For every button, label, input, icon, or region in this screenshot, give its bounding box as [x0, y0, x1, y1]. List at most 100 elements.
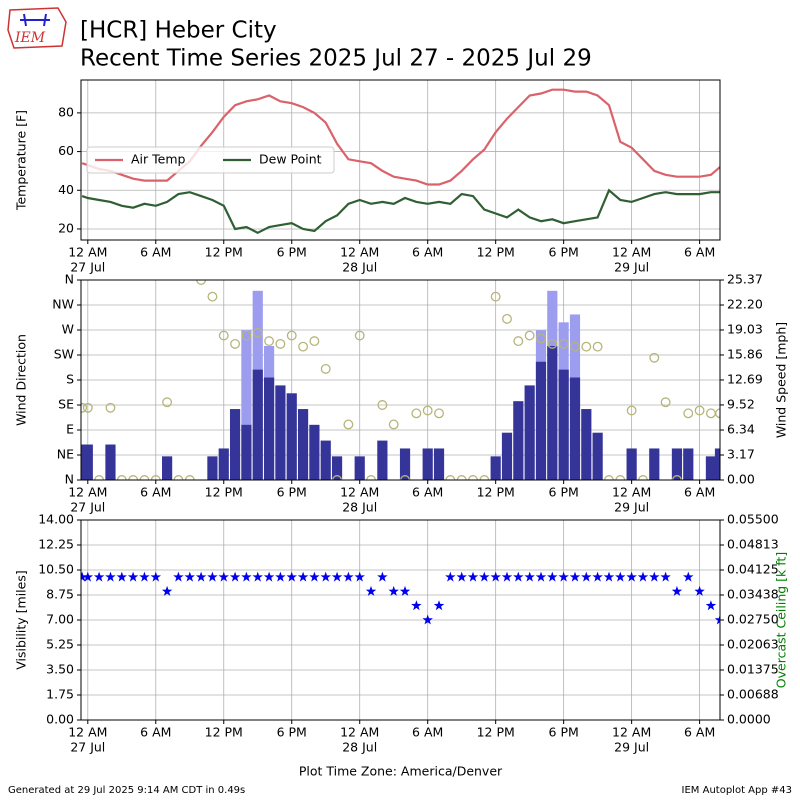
x-tick-label: 12 AM: [612, 245, 651, 260]
bar: [286, 393, 297, 480]
point: [683, 408, 694, 419]
bar: [513, 401, 524, 480]
point: [332, 475, 343, 480]
point: [513, 571, 524, 582]
x-tick-label: 12 AM: [68, 725, 107, 740]
bar: [547, 345, 558, 480]
x-tick-label: 12 AM: [68, 485, 107, 500]
point: [184, 571, 195, 582]
point: [671, 585, 683, 596]
y-tick-label: SE: [58, 397, 74, 412]
bar: [524, 385, 535, 480]
x-tick-label: 6 AM: [412, 245, 443, 260]
y-axis-label: Visibility [miles]: [14, 570, 29, 669]
bar: [377, 440, 388, 480]
y2-tick-label: 0.04125: [727, 562, 779, 577]
bar: [592, 432, 603, 480]
point: [536, 333, 546, 344]
point: [558, 338, 569, 349]
bar: [241, 330, 252, 480]
point: [637, 571, 649, 582]
x-tick-date: 29 Jul: [614, 500, 649, 515]
x-tick-label: 6 PM: [277, 485, 307, 500]
y-axis-label: Wind Direction: [14, 334, 29, 426]
bar: [581, 409, 592, 480]
point: [309, 336, 320, 347]
point: [603, 571, 615, 582]
bar: [207, 456, 218, 480]
point: [581, 341, 592, 352]
point: [581, 571, 592, 582]
point: [615, 475, 626, 480]
x-tick-label: 12 PM: [205, 485, 243, 500]
point: [547, 338, 558, 349]
point: [411, 600, 422, 611]
bar: [252, 369, 263, 480]
point: [207, 571, 218, 582]
y2-tick-label: 12.69: [727, 371, 763, 386]
point: [649, 352, 660, 363]
point: [570, 341, 580, 352]
point: [377, 571, 388, 582]
y-tick-label: 3.50: [46, 662, 74, 677]
point: [671, 475, 682, 480]
x-tick-label: 12 AM: [340, 485, 379, 500]
bar: [218, 448, 229, 480]
point: [683, 571, 694, 582]
point: [513, 336, 524, 347]
y-tick-label: 80: [58, 104, 74, 119]
bar: [569, 377, 581, 480]
y2-tick-label: 0.0000: [727, 712, 771, 727]
point: [354, 330, 365, 341]
bar: [399, 448, 411, 480]
y2-tick-label: 6.34: [727, 422, 755, 437]
x-tick-label: 6 PM: [549, 485, 579, 500]
x-tick-label: 6 AM: [684, 485, 715, 500]
frame: [80, 519, 721, 721]
bar: [422, 448, 433, 480]
x-tick-date: 29 Jul: [614, 260, 649, 275]
bar: [705, 456, 717, 480]
point: [365, 585, 377, 596]
point: [445, 571, 456, 582]
point: [320, 571, 331, 582]
point: [116, 571, 127, 582]
point: [105, 402, 116, 413]
x-tick-label: 6 AM: [140, 485, 171, 500]
point: [524, 571, 535, 582]
point: [388, 419, 399, 430]
point: [94, 475, 105, 480]
point: [343, 571, 354, 582]
bar: [683, 448, 694, 480]
y-tick-label: 8.75: [46, 587, 74, 602]
y-tick-label: SW: [54, 347, 74, 362]
y2-tick-label: 0.01375: [727, 662, 779, 677]
point: [535, 571, 547, 582]
y2-tick-label: 0.03438: [727, 587, 779, 602]
point: [263, 571, 275, 582]
y2-axis-label: Overcast Ceiling [k ft]: [774, 552, 789, 688]
point: [150, 475, 161, 480]
y2-tick-label: 0.05500: [727, 512, 779, 527]
y2-tick-label: 0.00688: [727, 687, 779, 702]
y-tick-label: 12.25: [38, 537, 74, 552]
point: [105, 571, 116, 582]
point: [445, 475, 456, 480]
y-tick-label: 7.00: [46, 612, 74, 627]
y2-tick-label: 0.02063: [727, 637, 779, 652]
x-tick-label: 6 PM: [549, 725, 579, 740]
point: [297, 571, 309, 582]
point: [569, 571, 581, 582]
point: [298, 341, 309, 352]
point: [456, 571, 467, 582]
x-tick-date: 28 Jul: [342, 740, 377, 755]
y-tick-label: N: [65, 472, 74, 487]
point: [638, 475, 648, 480]
point: [218, 330, 229, 341]
point: [264, 336, 275, 347]
point: [173, 571, 184, 582]
x-tick-date: 28 Jul: [342, 260, 377, 275]
x-tick-label: 6 AM: [684, 725, 715, 740]
legend: Air Temp Dew Point: [86, 146, 335, 174]
